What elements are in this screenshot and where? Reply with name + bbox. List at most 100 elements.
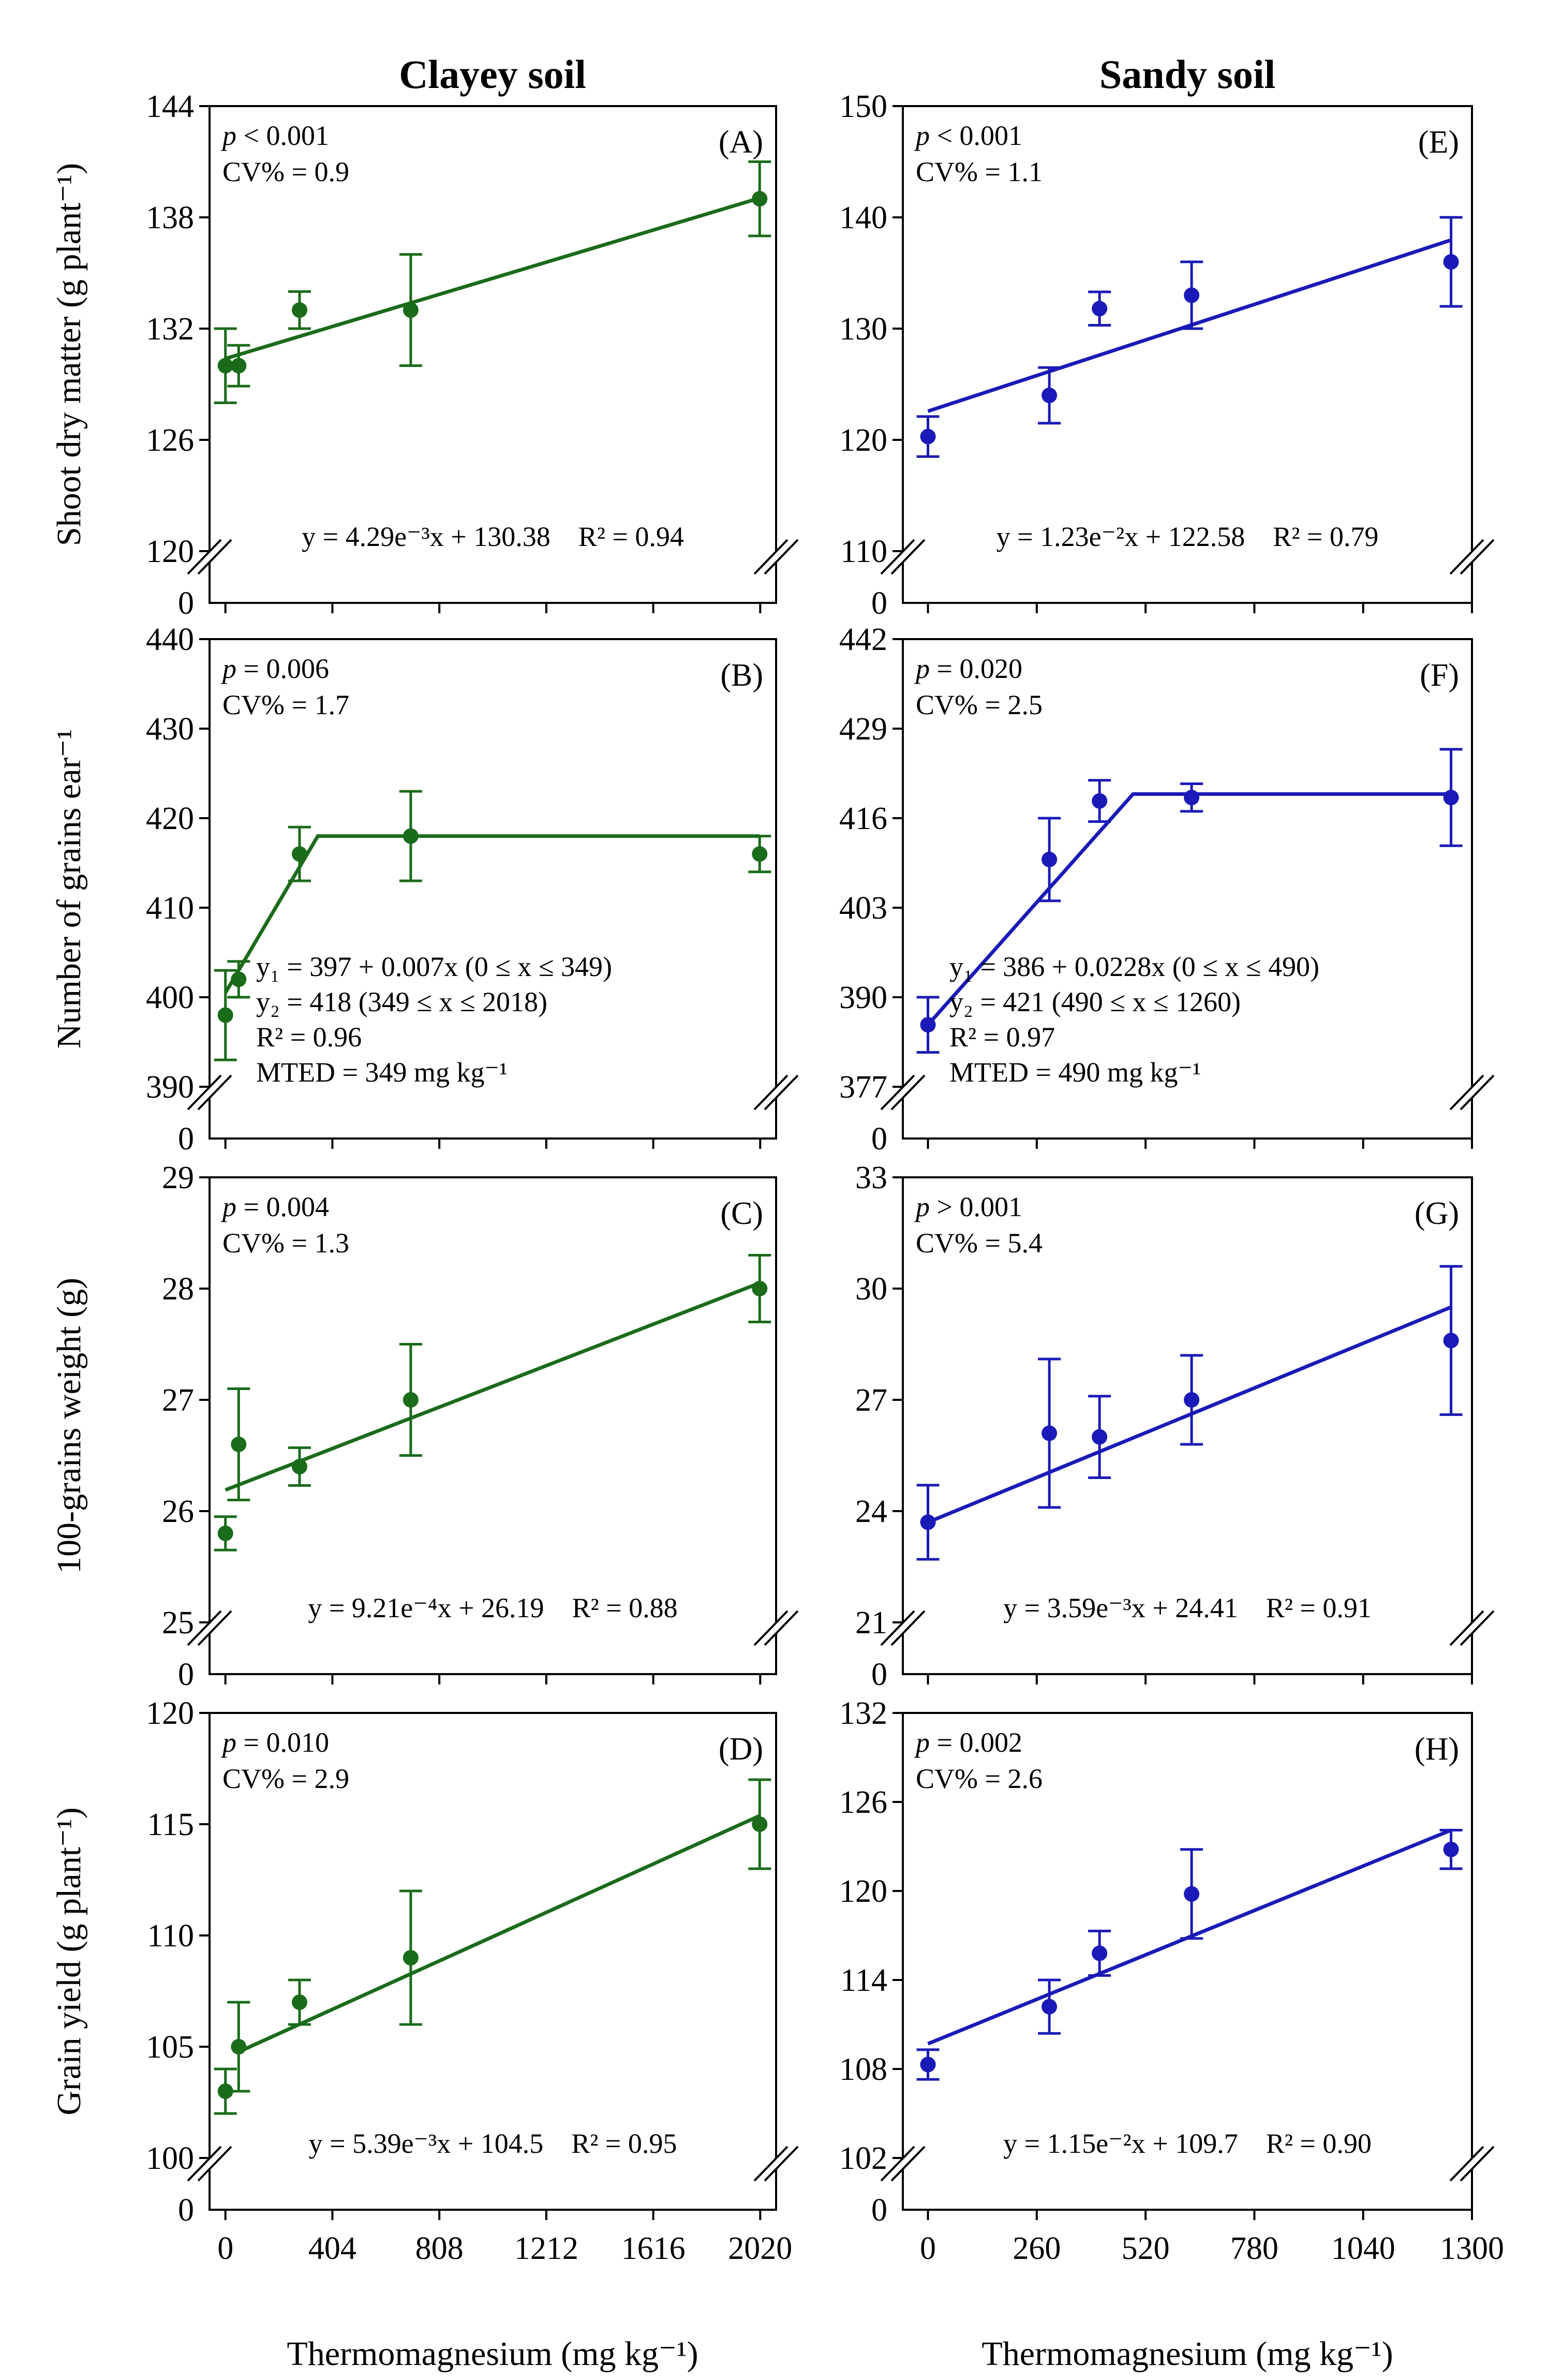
data-point [1042, 851, 1058, 867]
y-tick-label: 27 [855, 1383, 887, 1418]
y-tick-label-zero: 0 [871, 586, 887, 621]
column-title-sandy: Sandy soil [1099, 52, 1275, 97]
y-tick-label-zero: 0 [871, 1121, 887, 1157]
data-point [752, 191, 768, 207]
axis-break-mark [187, 1074, 222, 1111]
panel-letter: (H) [1415, 1732, 1459, 1767]
column-title-clayey: Clayey soil [399, 52, 586, 97]
y-tick-label-zero: 0 [871, 2193, 887, 2228]
data-point [752, 846, 768, 862]
cv-text: CV% = 2.5 [916, 689, 1043, 720]
p-value-text: p < 0.001 [220, 120, 329, 151]
data-point [1184, 790, 1200, 806]
data-point [403, 302, 419, 318]
panel-D: 100 105 110 115 120 00 404 808 1212 1616 2020 (D) p … [50, 1696, 799, 2266]
y-tick-label: 21 [855, 1605, 887, 1640]
fit-line [927, 1828, 1452, 2046]
regression-equation-line: y₁ = 386 + 0.0228x (0 ≤ x ≤ 490) [949, 951, 1319, 982]
panel-letter: (G) [1415, 1196, 1459, 1231]
axis-break-mark [1449, 1074, 1484, 1111]
axis-break-mark [187, 539, 222, 575]
regression-equation-line: y₁ = 397 + 0.007x (0 ≤ x ≤ 349) [256, 951, 612, 982]
y-tick-label: 26 [162, 1494, 194, 1529]
y-tick-label: 403 [839, 891, 887, 926]
data-point [217, 1007, 233, 1023]
axis-break-mark [880, 539, 915, 575]
regression-equation-line: y₂ = 421 (490 ≤ x ≤ 1260) [949, 986, 1241, 1017]
axis-baseline [902, 1098, 1473, 1140]
fit-line [224, 834, 760, 994]
cv-text: CV% = 1.1 [916, 156, 1043, 187]
y-tick-label: 377 [839, 1070, 887, 1105]
y-tick-label-zero: 0 [871, 1657, 887, 1692]
y-tick-label: 126 [146, 423, 194, 458]
y-tick-label: 105 [146, 2030, 194, 2065]
axis-break-mark [890, 1610, 926, 1646]
axis-break-mark [197, 1074, 232, 1111]
x-axis-label-clayey: Thermomagnesium (mg kg⁻¹) [287, 2335, 698, 2373]
y-tick-label: 115 [147, 1807, 194, 1842]
fit-line [927, 238, 1452, 413]
panel-letter: (F) [1420, 658, 1459, 693]
axis-break-mark [880, 1074, 915, 1111]
cv-text: CV% = 2.6 [916, 1763, 1043, 1794]
x-tick-label: 520 [1122, 2231, 1170, 2266]
data-point [403, 1950, 419, 1965]
data-point [1092, 1429, 1108, 1445]
p-value-text: p = 0.010 [220, 1727, 329, 1758]
panels: 120 126 132 138 144 0 (A) p < 0.001 CV% = 0.9 y =… [50, 89, 1504, 2266]
axis-break-mark [1460, 1610, 1495, 1646]
panel-letter: (C) [720, 1196, 763, 1231]
regression-equation: y = 4.29e⁻³x + 130.38 R² = 0.94 [302, 521, 684, 552]
y-tick-label: 120 [839, 1874, 887, 1909]
y-tick-label: 110 [147, 1918, 194, 1954]
axis-baseline [209, 2169, 777, 2211]
x-tick-label: 0 [920, 2231, 936, 2266]
axis-break-mark [753, 1610, 789, 1646]
panel-letter: (D) [719, 1732, 763, 1767]
y-tick-label: 33 [855, 1160, 887, 1195]
axis-baseline [902, 1634, 1473, 1675]
fit-line [926, 792, 1451, 1026]
p-value-text: p = 0.004 [220, 1191, 329, 1222]
panel-letter: (E) [1418, 125, 1459, 160]
data-point [291, 1459, 307, 1474]
axis-break-mark [197, 2146, 232, 2182]
data-point [291, 846, 307, 862]
axis-break-mark [890, 539, 926, 575]
y-tick-label: 27 [162, 1383, 194, 1418]
data-point [1042, 388, 1058, 403]
x-tick-label: 1616 [621, 2231, 686, 2266]
plot-frame [209, 638, 777, 1087]
regression-equation-line: R² = 0.97 [949, 1022, 1055, 1053]
y-tick-label: 132 [146, 312, 194, 347]
y-tick-label: 390 [839, 980, 887, 1015]
axis-baseline [902, 563, 1473, 604]
data-point [920, 1017, 936, 1033]
y-tick-label: 420 [146, 801, 194, 836]
data-point [217, 2083, 233, 2099]
x-tick-label: 1300 [1440, 2231, 1504, 2266]
data-point [752, 1816, 768, 1832]
data-point [403, 1392, 419, 1408]
cv-text: CV% = 2.9 [222, 1763, 349, 1794]
y-tick-label: 29 [162, 1160, 194, 1195]
panel-B: 390 400 410 420 430 440 0 (B) p = 0.006 CV% = 1.7… [50, 622, 799, 1157]
axis-break-mark [187, 2146, 222, 2182]
data-point [1443, 1333, 1459, 1349]
x-tick-label: 404 [308, 2231, 356, 2266]
axis-break-mark [197, 539, 232, 575]
x-tick-label: 2020 [728, 2231, 792, 2266]
axis-break-mark [890, 2146, 926, 2182]
y-tick-label: 110 [840, 534, 887, 569]
y-tick-label: 120 [146, 1696, 194, 1731]
axis-break-mark [880, 1610, 915, 1646]
y-tick-label-zero: 0 [178, 1121, 194, 1157]
fit-line [225, 196, 761, 361]
y-tick-label: 132 [839, 1696, 887, 1731]
regression-equation-line: MTED = 490 mg kg⁻¹ [949, 1057, 1201, 1088]
panel-A: 120 126 132 138 144 0 (A) p < 0.001 CV% = 0.9 y =… [50, 89, 799, 621]
axis-break-mark [1449, 1610, 1484, 1646]
regression-equation-line: y₂ = 418 (349 ≤ x ≤ 2018) [256, 986, 547, 1017]
data-point [291, 1994, 307, 2010]
